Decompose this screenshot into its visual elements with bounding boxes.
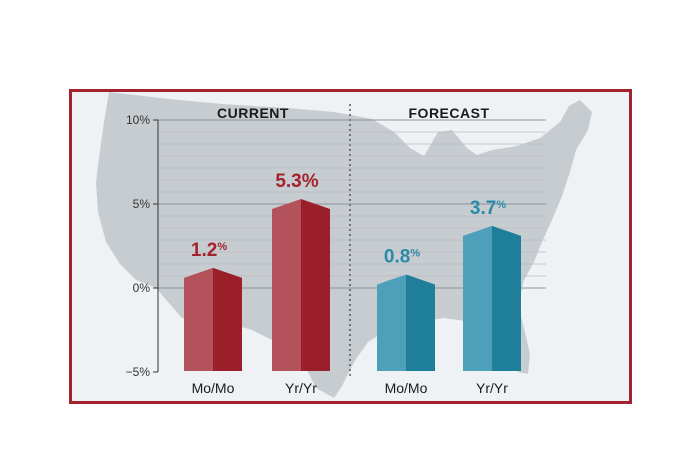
bar-face-left [184, 267, 213, 371]
bar-chart: 10% 5% 0% −5% CURRENT 1.2% Mo/Mo 5.3% Yr/Yr FORE… [126, 104, 546, 396]
data-label: 5.3% [275, 171, 318, 192]
x-category-label: Yr/Yr [476, 380, 508, 396]
bar-face-left [272, 198, 301, 371]
data-label: 0.8% [384, 247, 420, 268]
y-tick-label: 10% [126, 113, 150, 127]
bar-face-right [492, 225, 521, 371]
x-category-label: Mo/Mo [192, 380, 235, 396]
bar-face-right [406, 274, 435, 371]
bar-face-left [463, 225, 492, 371]
data-label: 1.2% [191, 240, 227, 261]
x-category-label: Mo/Mo [385, 380, 428, 396]
y-tick-label: 0% [133, 281, 151, 295]
bar-face-right [213, 267, 242, 371]
bar-face-left [377, 274, 406, 371]
y-tick-label: −5% [126, 365, 151, 379]
x-category-label: Yr/Yr [285, 380, 317, 396]
section-title: CURRENT [217, 105, 289, 121]
section-title: FORECAST [409, 105, 490, 121]
y-tick-label: 5% [133, 197, 151, 211]
bar-face-right [301, 198, 330, 371]
chart-frame: 10% 5% 0% −5% CURRENT 1.2% Mo/Mo 5.3% Yr/Yr FORE… [69, 89, 632, 404]
data-label: 3.7% [470, 198, 506, 219]
